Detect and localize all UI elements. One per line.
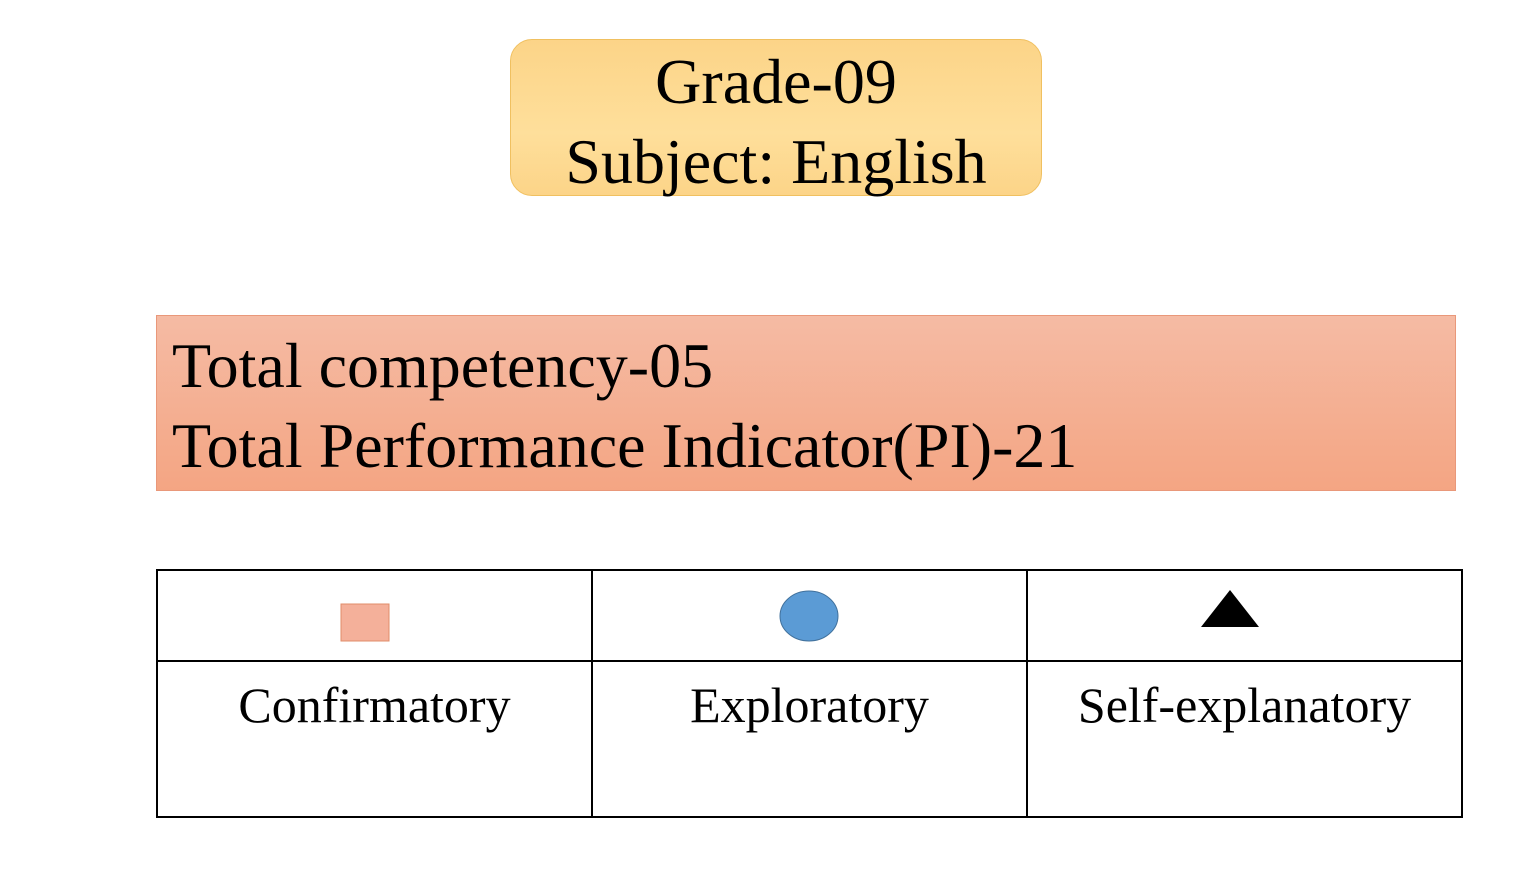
- summary-box: Total competency-05 Total Performance In…: [156, 315, 1456, 491]
- circle-icon: [779, 590, 839, 642]
- square-icon: [340, 603, 390, 642]
- triangle-icon: [1201, 590, 1259, 627]
- header-line: Subject: English: [565, 126, 987, 197]
- legend-label: Self-explanatory: [1026, 660, 1463, 818]
- legend-label: Exploratory: [591, 660, 1028, 818]
- legend-table: Confirmatory Exploratory Self-explanator…: [156, 569, 1463, 818]
- legend-icon-cell: [591, 569, 1028, 662]
- legend-icon-cell: [1026, 569, 1463, 662]
- summary-line: Total competency-05: [172, 330, 714, 401]
- header-box: Grade-09 Subject: English: [510, 39, 1042, 197]
- header-line: Grade-09: [655, 46, 897, 117]
- summary-line: Total Performance Indicator(PI)-21: [172, 410, 1078, 481]
- legend-label: Confirmatory: [156, 660, 593, 818]
- legend-icon-cell: [156, 569, 593, 662]
